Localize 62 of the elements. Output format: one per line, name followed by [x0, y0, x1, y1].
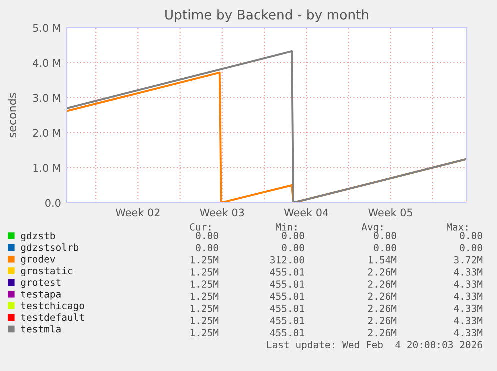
text: 0.00	[460, 244, 482, 252]
text: 2.26M	[368, 317, 397, 324]
y-tick-label: 4.0 M	[33, 59, 60, 68]
legend-label: testmla	[21, 325, 61, 333]
legend-label: testapa	[21, 290, 61, 300]
text: 4.33M	[454, 268, 483, 276]
legend-label: grostatic	[21, 267, 72, 277]
text: 0.00	[282, 244, 304, 252]
text: 312.00	[270, 256, 304, 264]
text: 455.01	[270, 317, 304, 324]
y-axis-title: seconds	[8, 93, 17, 138]
text: 1.54M	[368, 256, 397, 264]
y-tick-label: 3.0 M	[33, 94, 60, 102]
chart-title: Uptime by Backend - by month	[166, 10, 368, 22]
text: 3.72M	[454, 256, 483, 264]
text: 455.01	[270, 280, 304, 288]
legend-label: testchicago	[21, 302, 84, 312]
legend-label: testdefault	[21, 314, 84, 322]
x-tick-label: Week 03	[200, 208, 244, 217]
text: Cur:	[190, 223, 211, 231]
text: 4.33M	[454, 317, 483, 324]
legend-label: gdzstb	[21, 232, 56, 242]
text: 2.26M	[368, 304, 397, 312]
text: 4.33M	[454, 304, 483, 312]
text: 0.00	[374, 244, 396, 252]
text: Last update: Wed Feb 4 20:00:03 2026	[267, 341, 482, 350]
text: 455.01	[270, 268, 304, 276]
text: 2.26M	[368, 268, 397, 276]
x-tick-label: Week 04	[284, 208, 329, 217]
x-tick-label: Week 02	[116, 208, 160, 217]
y-tick-label: 0.0	[46, 199, 61, 208]
text: 0.00	[374, 232, 396, 240]
text: 4.33M	[454, 329, 483, 337]
y-tick-label: 5.0 M	[33, 24, 60, 32]
text: Min:	[276, 223, 297, 231]
text: 1.25M	[190, 329, 219, 337]
text: Max:	[446, 224, 468, 231]
text: 1.25M	[190, 304, 219, 312]
text: 1.25M	[190, 268, 219, 276]
text: 0.00	[196, 244, 218, 252]
text: 2.26M	[368, 280, 397, 288]
text: 1.25M	[190, 317, 219, 324]
text: 4.33M	[454, 280, 483, 288]
text: Avg:	[362, 224, 383, 233]
y-tick-label: 1.0 M	[34, 164, 60, 172]
legend-label: grodev	[21, 255, 56, 265]
text: 455.01	[270, 304, 304, 312]
text: 2.26M	[368, 292, 397, 300]
legend-label: gdzstsolrb	[21, 244, 79, 254]
text: 0.00	[460, 232, 482, 240]
x-tick-label: Week 05	[368, 208, 412, 217]
text: 2.26M	[368, 329, 397, 337]
text: 1.25M	[190, 280, 219, 288]
y-tick-label: 2.0 M	[33, 129, 60, 138]
text: 455.01	[270, 292, 304, 300]
text: 4.33M	[454, 292, 483, 300]
text: 0.00	[282, 232, 304, 240]
text: 1.25M	[190, 256, 219, 264]
text: 0.00	[196, 232, 218, 240]
legend-label: grotest	[21, 279, 61, 288]
text: 1.25M	[190, 292, 219, 300]
text: 455.01	[270, 329, 304, 337]
